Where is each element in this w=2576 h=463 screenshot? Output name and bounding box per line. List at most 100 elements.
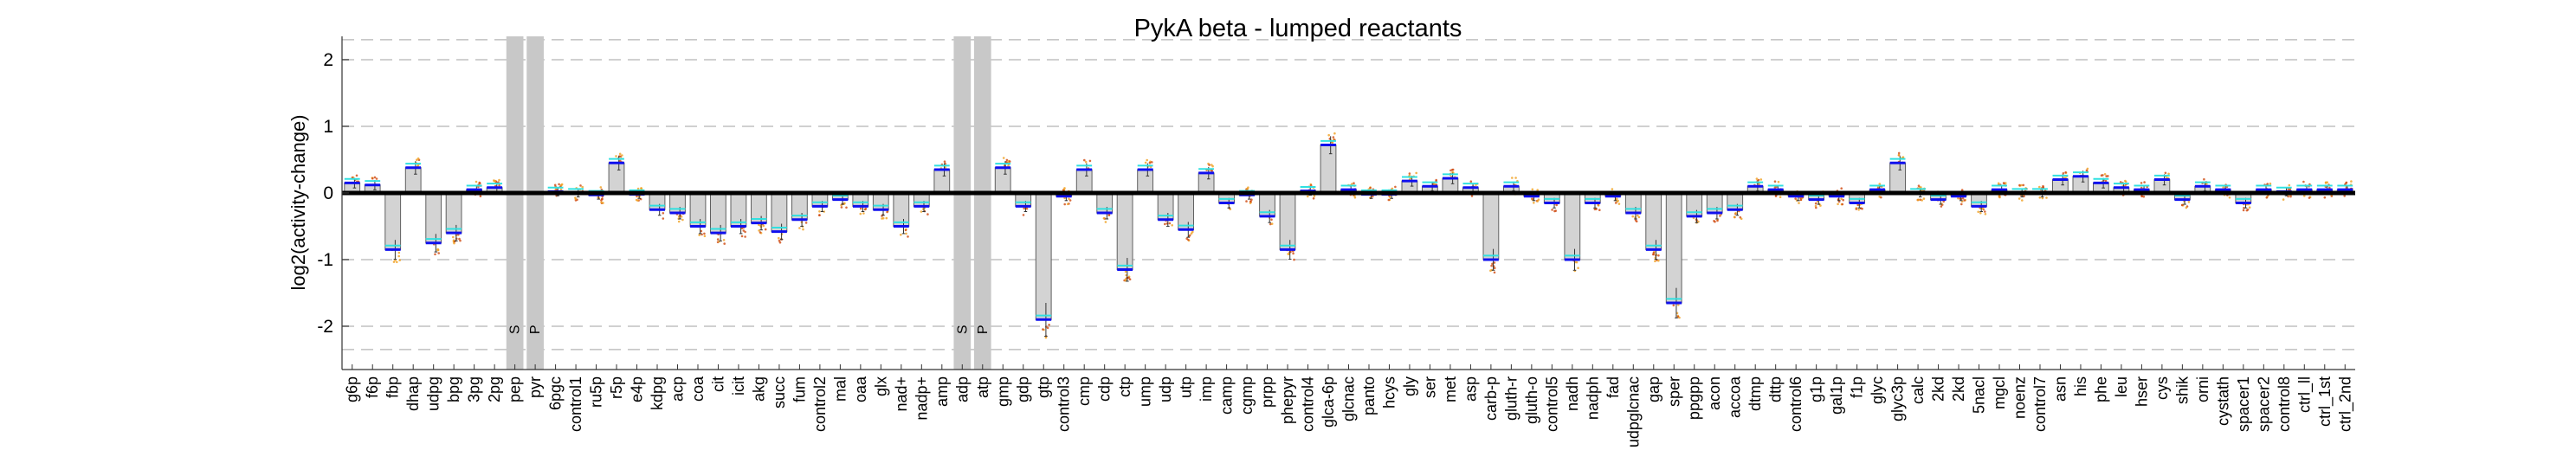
- scatter-point: [2042, 186, 2045, 189]
- scatter-point: [1250, 198, 1253, 201]
- x-tick-label: glyc: [1869, 376, 1886, 404]
- x-tick-label: glcnac: [1340, 376, 1358, 421]
- scatter-point: [859, 207, 862, 210]
- x-tick-label: udp: [1157, 376, 1174, 402]
- scatter-point: [558, 183, 560, 186]
- scatter-point: [2045, 196, 2048, 199]
- scatter-point: [1657, 259, 1660, 262]
- scatter-point: [416, 158, 418, 161]
- scatter-point: [1842, 198, 1844, 202]
- scatter-point: [2269, 182, 2272, 185]
- scatter-point: [1677, 304, 1680, 306]
- scatter-point: [1042, 328, 1044, 331]
- scatter-point: [1151, 161, 1153, 164]
- scatter-point: [1593, 208, 1597, 211]
- scatter-point: [602, 202, 604, 204]
- scatter-point: [1068, 197, 1070, 201]
- scatter-point: [1997, 182, 2000, 185]
- scatter-layer: [351, 132, 2353, 339]
- x-tick-label: cgmp: [1238, 376, 1256, 415]
- scatter-point: [615, 155, 617, 158]
- scatter-point: [1916, 198, 1920, 202]
- scatter-point: [2242, 209, 2245, 212]
- scatter-point: [1313, 195, 1316, 197]
- x-tick-label: control7: [2031, 376, 2049, 432]
- scatter-point: [762, 224, 765, 228]
- x-tick-label: glx: [872, 376, 889, 396]
- scatter-point: [479, 182, 481, 185]
- scatter-point: [1127, 276, 1130, 280]
- bar: [1035, 192, 1052, 320]
- scatter-point: [818, 214, 821, 216]
- scatter-point: [2282, 198, 2285, 201]
- scatter-point: [1312, 197, 1315, 200]
- bar: [649, 192, 666, 210]
- scatter-point: [1249, 200, 1252, 203]
- highlight-band: [506, 36, 524, 370]
- scatter-point: [1408, 172, 1411, 175]
- scatter-point: [1897, 151, 1901, 155]
- scatter-point: [1327, 133, 1330, 137]
- x-tick-label: nadp+: [913, 376, 930, 421]
- scatter-point: [1146, 158, 1148, 162]
- scatter-point: [1270, 218, 1273, 222]
- bar: [425, 192, 442, 244]
- scatter-point: [2164, 171, 2167, 175]
- x-tick-label: e4p: [629, 376, 646, 402]
- x-tick-label: gdp: [1015, 376, 1032, 402]
- scatter-point: [600, 201, 603, 204]
- scatter-point: [907, 235, 909, 238]
- scatter-point: [2248, 206, 2251, 209]
- x-tick-label: f6p: [364, 376, 381, 398]
- scatter-point: [2100, 174, 2103, 177]
- scatter-point: [371, 177, 374, 180]
- scatter-point: [1533, 202, 1535, 204]
- x-tick-label: control3: [1056, 376, 1073, 432]
- scatter-point: [886, 210, 888, 214]
- x-tick-label: fad: [1604, 376, 1622, 398]
- scatter-point: [636, 187, 640, 190]
- scatter-point: [458, 237, 461, 241]
- scatter-point: [1657, 254, 1660, 257]
- scatter-point: [2302, 180, 2305, 183]
- x-tick-label: gluth-o: [1523, 376, 1540, 424]
- x-tick-label: ctrl_2nd: [2336, 376, 2354, 432]
- scatter-point: [944, 162, 946, 165]
- scatter-point: [1168, 222, 1172, 225]
- scatter-point: [1068, 199, 1072, 202]
- scatter-point: [1124, 270, 1127, 273]
- x-tick-label: gal1p: [1828, 376, 1845, 415]
- scatter-point: [758, 229, 760, 232]
- bar: [608, 162, 625, 194]
- scatter-point: [2086, 167, 2089, 170]
- scatter-point: [863, 208, 867, 211]
- x-tick-label: met: [1442, 376, 1459, 402]
- scatter-point: [1759, 178, 1763, 181]
- scatter-point: [1144, 161, 1147, 164]
- scatter-point: [662, 212, 665, 215]
- scatter-point: [1415, 171, 1417, 175]
- scatter-point: [1005, 158, 1009, 162]
- x-tick-label: gtp: [1035, 376, 1052, 398]
- scatter-point: [723, 242, 726, 245]
- scatter-point: [1878, 196, 1881, 198]
- scatter-point: [1961, 196, 1965, 200]
- highlight-band: [953, 36, 972, 370]
- scatter-point: [1536, 189, 1539, 191]
- x-tick-label: coa: [689, 376, 707, 402]
- band-label: P: [528, 325, 543, 334]
- scatter-point: [1185, 237, 1188, 241]
- scatter-point: [2345, 182, 2347, 184]
- scatter-point: [862, 212, 865, 215]
- bar: [771, 192, 788, 233]
- scatter-point: [1977, 210, 1979, 214]
- bar: [669, 192, 686, 214]
- y-tick-label: -2: [317, 317, 333, 337]
- scatter-point: [1672, 304, 1675, 307]
- scatter-point: [397, 254, 401, 258]
- scatter-point: [452, 239, 455, 242]
- scatter-point: [1598, 209, 1601, 211]
- scatter-point: [636, 195, 638, 198]
